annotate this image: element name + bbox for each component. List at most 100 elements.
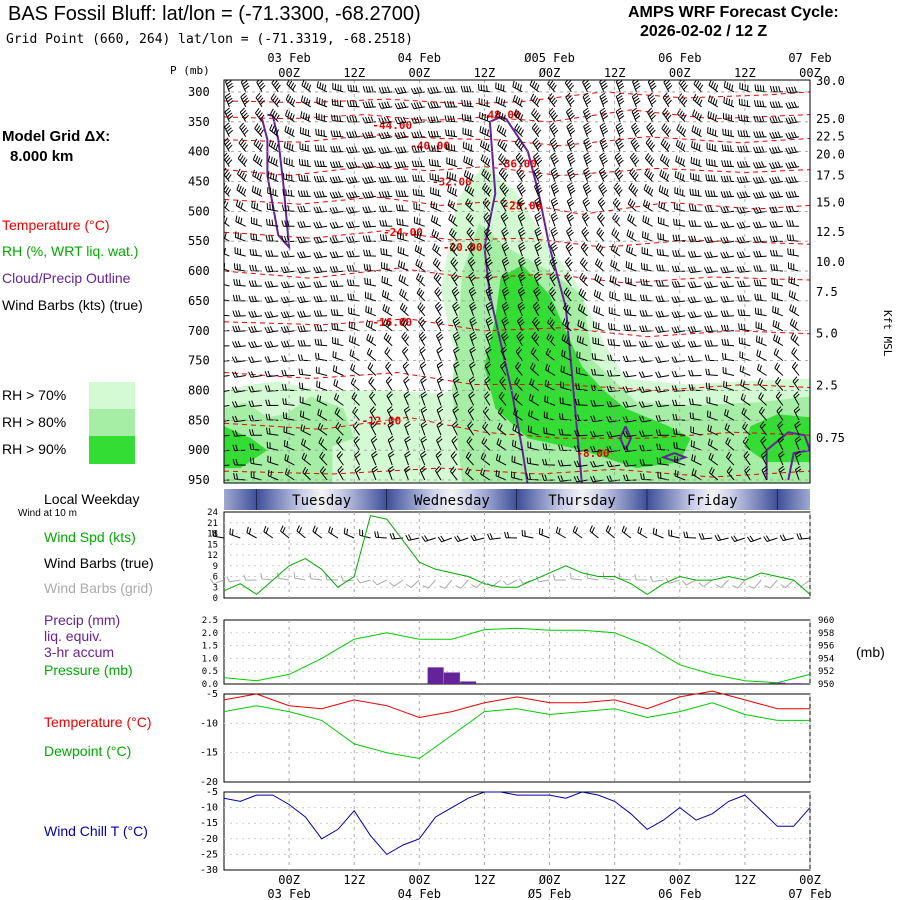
wind-barb [659,153,670,167]
wind-barb [514,377,523,391]
wind-barb [316,113,328,123]
pressure-tick-label: 750 [188,354,210,368]
wind-barb [495,96,507,108]
wind-barb [225,80,234,93]
wind-barb [565,242,574,257]
wind-barb [688,220,702,227]
top-date-label: 07 Feb [788,51,831,65]
wind-barb [446,157,458,168]
wind-barb-true [779,534,794,542]
wind-barb [512,80,523,93]
temperature-contour [224,467,810,478]
pressure-line [223,627,811,684]
station-title: BAS Fossil Bluff: lat/lon = (-71.3300, -… [8,3,421,25]
wind-barb [743,451,751,466]
wind-barb [529,362,540,376]
wind-barb [383,318,393,332]
pressure-tick-label: 800 [188,383,210,397]
wind-barb [314,338,328,347]
wind-barb [573,460,588,468]
wind-barb [419,361,427,376]
wind-barb [656,248,669,257]
wind-barb [420,376,427,391]
pressure-tick-label: 550 [188,234,210,248]
wind-barb [655,310,669,318]
height-tick-label: 15.0 [816,195,845,209]
wind-barb-true [246,526,257,539]
wind-barb [671,370,686,378]
legend-wind-barbs: Wind Barbs (kts) (true) [2,297,143,313]
wind-barb [753,146,767,154]
wind-barb [224,404,230,407]
wind-barb [706,142,718,153]
wind-barb [594,258,605,272]
wind-barb [550,241,558,257]
wind-barb [704,190,718,197]
wind-barb [655,371,669,378]
wind-barb-true [683,531,697,539]
wind-barb [499,361,507,376]
wind-barb [466,436,474,451]
wind-barb [485,271,493,287]
wind-barb [583,152,592,167]
wind-barb [329,221,344,229]
wind-barb [736,280,751,288]
wind-barb [736,251,751,259]
temperature-contour [224,267,810,284]
pressure-tick-label: 700 [188,324,210,338]
wind-barb [721,324,735,332]
wind-barb [416,287,426,302]
wind-barb [451,421,459,436]
wind-barb-grid [586,572,599,581]
wind-barb [362,86,376,93]
wind-barb [319,466,328,481]
wind-barb [330,294,344,302]
wind-barb [529,80,540,93]
wind-barb [444,100,458,108]
wind-barb-grid [602,572,615,581]
wind-barb [280,266,295,274]
wind-barb [514,123,524,138]
wind-barb [477,84,490,93]
wind-barb [264,311,279,319]
wind-barb-true [421,535,436,542]
wind-barb [566,212,575,227]
wind-barb [597,212,605,227]
wind-barb [777,421,784,436]
wind-barb [231,400,246,408]
wind-barb [371,465,378,481]
wind-barb [354,465,362,481]
wind-barb [515,152,525,167]
wind-barb [657,232,670,242]
wind-barb [386,406,394,421]
wind-barb [736,191,751,199]
wind-barb [725,451,735,466]
wind-barb [720,221,735,229]
wind-barb [394,131,409,139]
wind-barb [396,218,409,227]
wind-barb-grid [552,574,566,581]
wind-barb [769,146,783,154]
wind-barb-true [263,525,274,539]
wind-barb [515,346,523,361]
wind-barb [582,107,592,122]
wind-barb [785,86,800,94]
wind-barb [418,331,427,346]
wind-barb [480,452,491,466]
wind-barb [368,376,377,391]
wind-barb [513,392,523,406]
wind-barb [297,325,311,333]
wind-barb [233,279,246,287]
wind-barb [482,406,491,421]
top-time-label: Ø0Z [539,66,561,80]
wind-barb [348,321,360,332]
wind-barb [615,80,625,93]
wind-barb [234,231,246,242]
wind-barb [547,93,558,108]
wind-barb [329,191,344,199]
wind-barb [736,176,751,184]
wind-barb [449,242,458,257]
windchill-panel-frame [223,791,811,871]
wind-barb-grid [681,579,697,586]
